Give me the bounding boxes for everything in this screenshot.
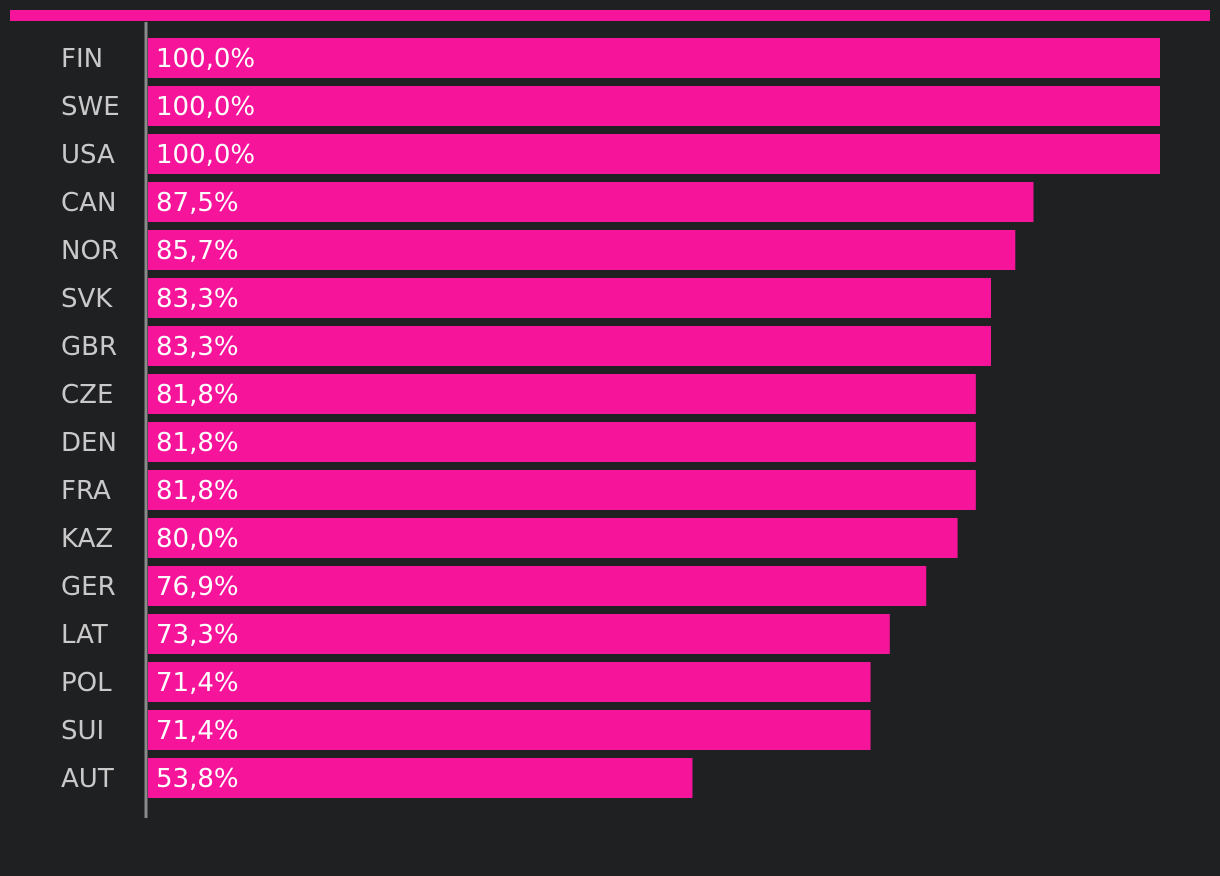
bar-fra [148, 470, 976, 510]
value-label-kaz: 80,0% [156, 524, 239, 554]
value-label-can: 87,5% [156, 188, 239, 218]
bar-aut [148, 758, 693, 798]
value-label-pol: 71,4% [156, 668, 239, 698]
category-label-swe: SWE [61, 92, 120, 122]
category-label-aut: AUT [61, 764, 114, 794]
bar-can [148, 182, 1034, 222]
bar-usa [148, 134, 1160, 174]
value-label-sui: 71,4% [156, 716, 239, 746]
value-label-fra: 81,8% [156, 476, 239, 506]
category-label-lat: LAT [61, 620, 108, 650]
value-label-svk: 83,3% [156, 284, 239, 314]
bar-kaz [148, 518, 958, 558]
bar-lat [148, 614, 890, 654]
value-label-cze: 81,8% [156, 380, 239, 410]
category-labels-layer: FIN SWE USA CAN NOR SVK GBR CZE DEN FRA KAZ GER LAT P… [61, 44, 120, 794]
category-label-kaz: KAZ [61, 524, 113, 554]
value-label-gbr: 83,3% [156, 332, 239, 362]
category-label-ger: GER [61, 572, 116, 602]
category-label-usa: USA [61, 140, 115, 170]
value-label-nor: 85,7% [156, 236, 239, 266]
value-label-aut: 53,8% [156, 764, 239, 794]
value-label-lat: 73,3% [156, 620, 239, 650]
bar-svk [148, 278, 991, 318]
category-label-den: DEN [61, 428, 117, 458]
value-label-swe: 100,0% [156, 92, 255, 122]
category-label-nor: NOR [61, 236, 119, 266]
category-label-gbr: GBR [61, 332, 117, 362]
value-label-den: 81,8% [156, 428, 239, 458]
category-label-svk: SVK [61, 284, 113, 314]
value-label-ger: 76,9% [156, 572, 239, 602]
bar-cze [148, 374, 976, 414]
bar-sui [148, 710, 871, 750]
category-label-fra: FRA [61, 476, 111, 506]
value-label-fin: 100,0% [156, 44, 255, 74]
category-label-pol: POL [61, 668, 112, 698]
bars-layer: 100,0% 100,0% 100,0% 87,5% 85,7% 83,3% 83,3% 81… [148, 38, 1160, 798]
category-label-sui: SUI [61, 716, 104, 746]
category-label-fin: FIN [61, 44, 103, 74]
bar-nor [148, 230, 1016, 270]
bar-fin [148, 38, 1160, 78]
bar-pol [148, 662, 871, 702]
bar-gbr [148, 326, 991, 366]
bar-ger [148, 566, 927, 606]
bar-den [148, 422, 976, 462]
category-label-cze: CZE [61, 380, 113, 410]
bar-swe [148, 86, 1160, 126]
value-label-usa: 100,0% [156, 140, 255, 170]
top-accent-bar [10, 10, 1210, 21]
category-label-can: CAN [61, 188, 116, 218]
